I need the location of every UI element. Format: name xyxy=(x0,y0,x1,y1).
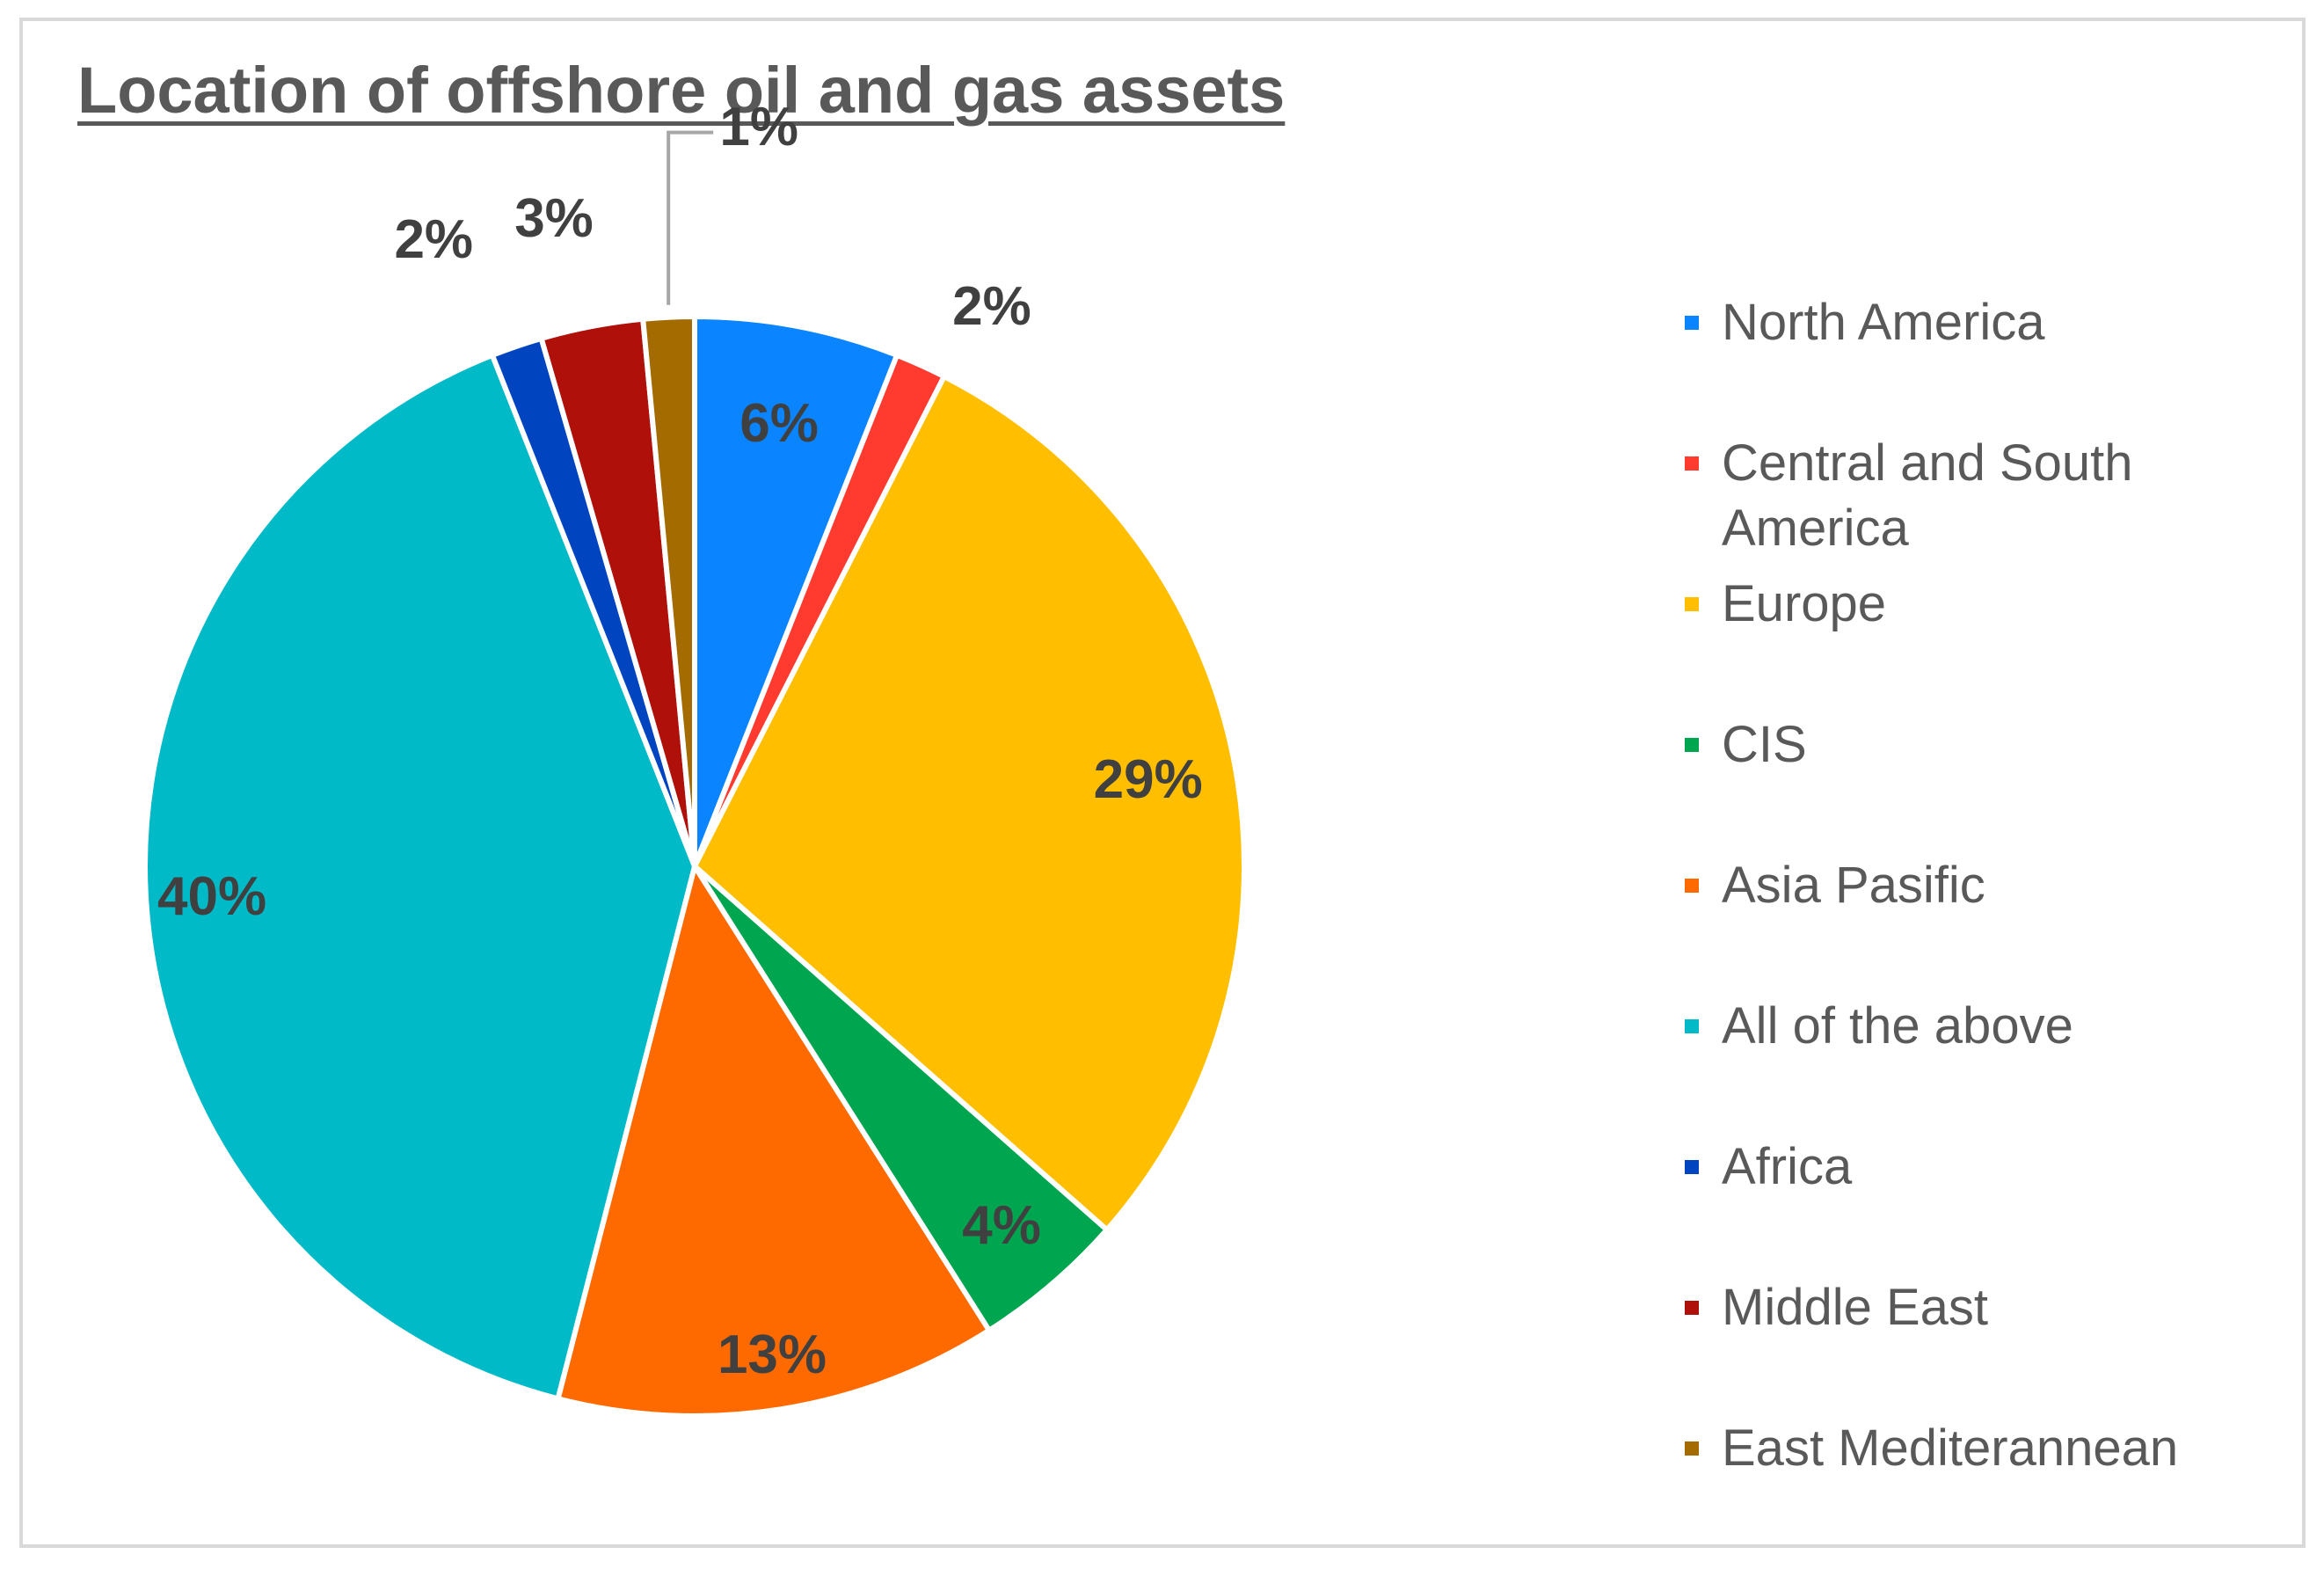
legend-swatch xyxy=(1685,1441,1699,1456)
data-labels: 6% 2% 29% 4% 13% 40% 2% 3% 1% xyxy=(157,97,1203,1385)
data-label-east-mediterannean: 1% xyxy=(719,97,798,157)
legend-swatch xyxy=(1685,456,1699,471)
legend-swatch xyxy=(1685,316,1699,330)
legend-label: Africa xyxy=(1722,1138,1853,1195)
leader-lines xyxy=(667,130,714,305)
legend-label: Central and South America xyxy=(1722,434,2133,557)
legend-swatch xyxy=(1685,738,1699,752)
legend: North America Central and South America Eu… xyxy=(1685,0,2300,1569)
leader-line-east-mediterannean xyxy=(667,130,714,305)
legend-label: Europe xyxy=(1722,575,1887,632)
legend-label: CIS xyxy=(1722,716,1807,773)
pie-slice-east-mediterannean xyxy=(640,314,697,869)
data-label-africa: 2% xyxy=(394,209,473,270)
legend-label: Middle East xyxy=(1722,1279,1989,1336)
data-label-middle-east: 3% xyxy=(514,188,594,249)
legend-swatch xyxy=(1685,1160,1699,1174)
data-label-europe: 29% xyxy=(1094,749,1203,810)
pie-slices xyxy=(142,314,1247,1419)
pie-slice-asia-pasific xyxy=(555,864,992,1419)
data-label-cis: 4% xyxy=(962,1195,1041,1256)
legend-swatch xyxy=(1685,1301,1699,1315)
legend-swatch xyxy=(1685,879,1699,893)
pie-slice-cis xyxy=(692,864,1110,1333)
legend-label: Asia Pasific xyxy=(1722,857,1985,914)
legend-label: North America xyxy=(1722,294,2045,351)
data-label-asia-pasific: 13% xyxy=(718,1325,827,1385)
chart-title: Location of offshore oil and gas assets xyxy=(77,54,1286,127)
pie-slice-north-america xyxy=(692,314,900,869)
pie-slice-all-of-the-above xyxy=(142,352,697,1402)
data-label-central-and-south-america: 2% xyxy=(952,276,1031,337)
data-label-north-america: 6% xyxy=(739,393,819,454)
legend-label: East Mediterannean xyxy=(1722,1419,2179,1477)
legend-swatch xyxy=(1685,1019,1699,1033)
legend-label: All of the above xyxy=(1722,997,2073,1055)
data-label-all-of-the-above: 40% xyxy=(157,866,266,927)
legend-swatch xyxy=(1685,597,1699,611)
pie-slice-europe xyxy=(692,374,1247,1233)
